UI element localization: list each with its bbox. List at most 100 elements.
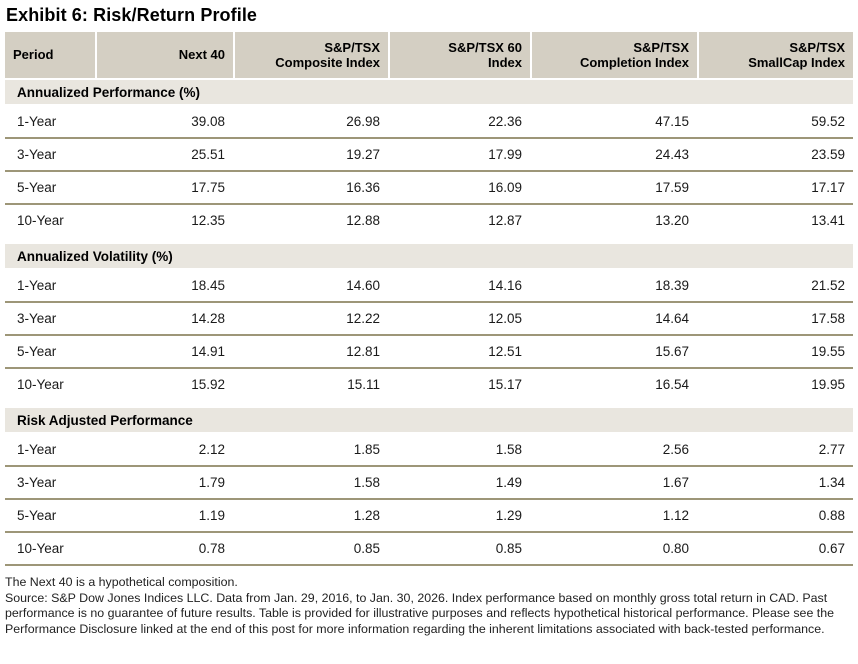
value-cell: 13.41 bbox=[811, 213, 845, 228]
value-cell: 1.58 bbox=[353, 475, 380, 490]
exhibit-table-page: Exhibit 6: Risk/Return Profile Period Nex… bbox=[5, 5, 853, 637]
table-row: 10-Year 0.78 0.85 0.85 0.80 0.67 bbox=[5, 533, 853, 566]
value-cell: 21.52 bbox=[811, 278, 845, 293]
period-cell: 3-Year bbox=[17, 475, 57, 490]
value-cell: 59.52 bbox=[811, 114, 845, 129]
value-cell: 1.29 bbox=[495, 508, 522, 523]
value-cell: 12.35 bbox=[191, 213, 225, 228]
section-header: Annualized Volatility (%) bbox=[5, 244, 853, 268]
period-cell: 5-Year bbox=[17, 180, 57, 195]
value-cell: 12.05 bbox=[488, 311, 522, 326]
period-cell: 10-Year bbox=[17, 541, 64, 556]
period-cell: 5-Year bbox=[17, 508, 57, 523]
period-cell: 10-Year bbox=[17, 213, 64, 228]
value-cell: 1.28 bbox=[353, 508, 380, 523]
value-cell: 0.85 bbox=[495, 541, 522, 556]
value-cell: 18.39 bbox=[655, 278, 689, 293]
column-header-s-p-tsx-60-index: S&P/TSX 60 Index bbox=[388, 32, 530, 78]
table-row: 1-Year 18.45 14.60 14.16 18.39 21.52 bbox=[5, 270, 853, 303]
value-cell: 17.99 bbox=[488, 147, 522, 162]
value-cell: 12.51 bbox=[488, 344, 522, 359]
value-cell: 14.28 bbox=[191, 311, 225, 326]
value-cell: 0.78 bbox=[198, 541, 225, 556]
value-cell: 1.49 bbox=[495, 475, 522, 490]
value-cell: 1.85 bbox=[353, 442, 380, 457]
column-header-s-p-tsx-smallcap-index: S&P/TSX SmallCap Index bbox=[697, 32, 853, 78]
section-header: Annualized Performance (%) bbox=[5, 80, 853, 104]
value-cell: 0.80 bbox=[662, 541, 689, 556]
period-cell: 5-Year bbox=[17, 344, 57, 359]
value-cell: 22.36 bbox=[488, 114, 522, 129]
value-cell: 15.11 bbox=[347, 377, 380, 392]
value-cell: 2.12 bbox=[198, 442, 225, 457]
value-cell: 16.09 bbox=[488, 180, 522, 195]
value-cell: 12.81 bbox=[346, 344, 380, 359]
value-cell: 18.45 bbox=[191, 278, 225, 293]
value-cell: 1.67 bbox=[662, 475, 689, 490]
table-row: 5-Year 14.91 12.81 12.51 15.67 19.55 bbox=[5, 336, 853, 369]
value-cell: 0.85 bbox=[353, 541, 380, 556]
column-header-period: Period bbox=[13, 47, 54, 63]
footnote-hypothetical: The Next 40 is a hypothetical compositio… bbox=[5, 575, 238, 589]
period-cell: 1-Year bbox=[17, 442, 57, 457]
value-cell: 16.54 bbox=[655, 377, 689, 392]
table-row: 10-Year 12.35 12.88 12.87 13.20 13.41 bbox=[5, 205, 853, 236]
value-cell: 17.59 bbox=[655, 180, 689, 195]
page-title: Exhibit 6: Risk/Return Profile bbox=[6, 5, 258, 25]
table-row: 5-Year 17.75 16.36 16.09 17.59 17.17 bbox=[5, 172, 853, 205]
footnote-source: Source: S&P Dow Jones Indices LLC. Data … bbox=[5, 590, 835, 636]
table-row: 3-Year 25.51 19.27 17.99 24.43 23.59 bbox=[5, 139, 853, 172]
value-cell: 19.55 bbox=[811, 344, 845, 359]
value-cell: 1.19 bbox=[198, 508, 225, 523]
value-cell: 12.88 bbox=[346, 213, 380, 228]
column-header-s-p-tsx-composite-index: S&P/TSX Composite Index bbox=[233, 32, 388, 78]
value-cell: 1.58 bbox=[495, 442, 522, 457]
value-cell: 14.16 bbox=[488, 278, 522, 293]
period-cell: 1-Year bbox=[17, 114, 57, 129]
table-body: Annualized Performance (%) 1-Year 39.08 26.… bbox=[5, 80, 853, 566]
value-cell: 14.64 bbox=[655, 311, 689, 326]
table-row: 3-Year 1.79 1.58 1.49 1.67 1.34 bbox=[5, 467, 853, 500]
table-row: 1-Year 2.12 1.85 1.58 2.56 2.77 bbox=[5, 434, 853, 467]
value-cell: 14.60 bbox=[346, 278, 380, 293]
value-cell: 39.08 bbox=[191, 114, 225, 129]
value-cell: 2.56 bbox=[662, 442, 689, 457]
value-cell: 26.98 bbox=[346, 114, 380, 129]
period-cell: 10-Year bbox=[17, 377, 64, 392]
value-cell: 25.51 bbox=[191, 147, 225, 162]
column-header-s-p-tsx-completion-index: S&P/TSX Completion Index bbox=[530, 32, 697, 78]
value-cell: 19.95 bbox=[811, 377, 845, 392]
period-cell: 3-Year bbox=[17, 147, 57, 162]
column-header-next-40: Next 40 bbox=[95, 32, 233, 78]
table-row: 1-Year 39.08 26.98 22.36 47.15 59.52 bbox=[5, 106, 853, 139]
value-cell: 19.27 bbox=[346, 147, 380, 162]
value-cell: 1.34 bbox=[818, 475, 845, 490]
value-cell: 17.17 bbox=[811, 180, 845, 195]
value-cell: 1.12 bbox=[662, 508, 689, 523]
value-cell: 0.67 bbox=[818, 541, 845, 556]
table-row: 5-Year 1.19 1.28 1.29 1.12 0.88 bbox=[5, 500, 853, 533]
table-header-row: Period Next 40 S&P/TSX Composite Index S&P/… bbox=[5, 32, 853, 78]
value-cell: 24.43 bbox=[655, 147, 689, 162]
table-row: 10-Year 15.92 15.11 15.17 16.54 19.95 bbox=[5, 369, 853, 400]
value-cell: 47.15 bbox=[655, 114, 689, 129]
value-cell: 14.91 bbox=[191, 344, 225, 359]
value-cell: 1.79 bbox=[198, 475, 225, 490]
value-cell: 13.20 bbox=[655, 213, 689, 228]
period-cell: 3-Year bbox=[17, 311, 57, 326]
value-cell: 17.75 bbox=[191, 180, 225, 195]
value-cell: 17.58 bbox=[811, 311, 845, 326]
period-cell: 1-Year bbox=[17, 278, 57, 293]
section-header: Risk Adjusted Performance bbox=[5, 408, 853, 432]
value-cell: 16.36 bbox=[346, 180, 380, 195]
value-cell: 12.87 bbox=[488, 213, 522, 228]
value-cell: 2.77 bbox=[818, 442, 845, 457]
value-cell: 15.17 bbox=[488, 377, 522, 392]
value-cell: 15.92 bbox=[191, 377, 225, 392]
value-cell: 0.88 bbox=[818, 508, 845, 523]
footnotes: The Next 40 is a hypothetical compositio… bbox=[5, 575, 853, 637]
value-cell: 15.67 bbox=[655, 344, 689, 359]
value-cell: 12.22 bbox=[346, 311, 380, 326]
table-row: 3-Year 14.28 12.22 12.05 14.64 17.58 bbox=[5, 303, 853, 336]
value-cell: 23.59 bbox=[811, 147, 845, 162]
